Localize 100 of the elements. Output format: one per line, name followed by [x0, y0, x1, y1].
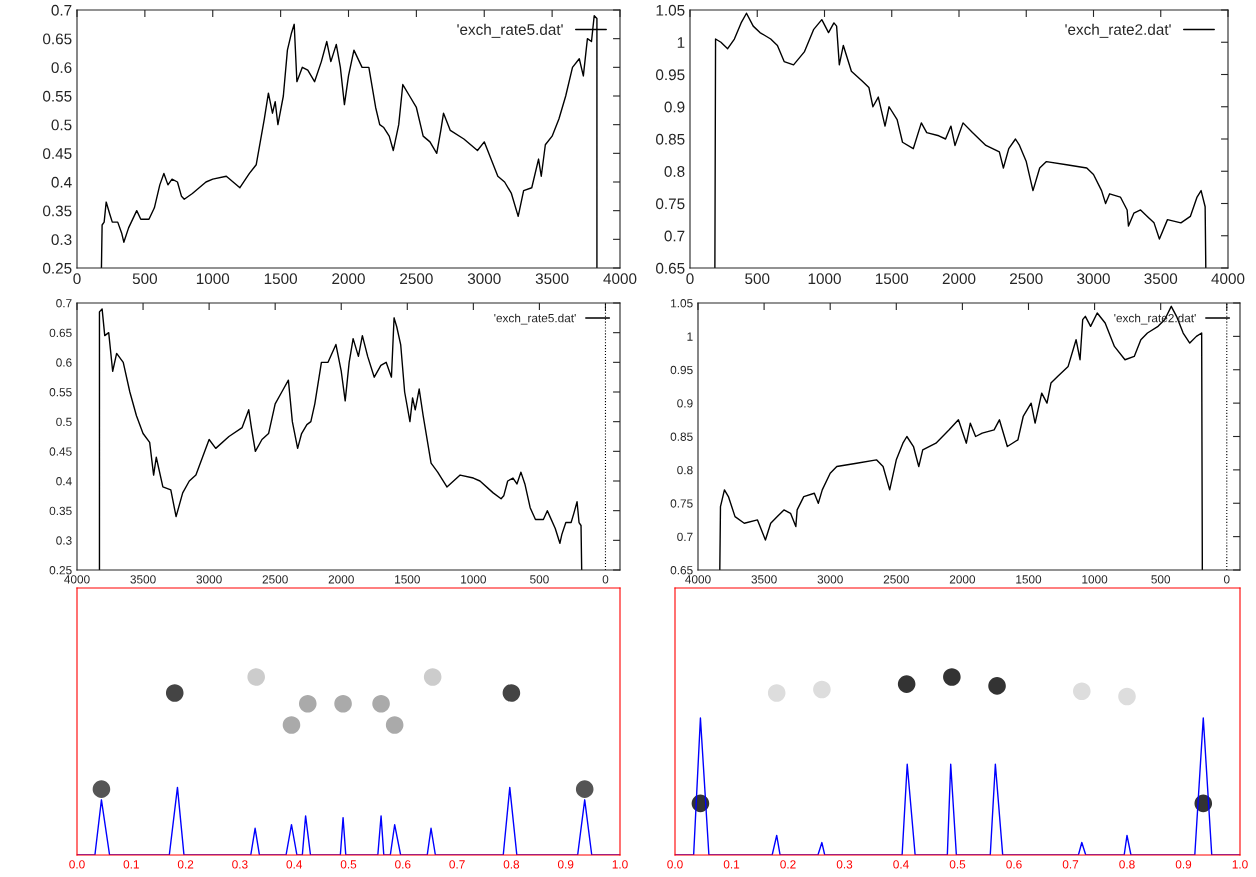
x-tick-label: 3000 — [467, 273, 501, 285]
x-tick-label: 500 — [1151, 575, 1171, 584]
y-tick-label: 0.95 — [670, 365, 693, 375]
y-tick-label: 0.75 — [670, 499, 693, 508]
x-tick-label: 0 — [1223, 575, 1230, 584]
x-tick-label: 0.3 — [232, 860, 248, 869]
x-tick-label: 1500 — [395, 575, 420, 584]
y-tick-label: 0.65 — [49, 328, 72, 338]
x-tick-label: 1000 — [1082, 575, 1108, 584]
x-tick-label: 1.0 — [612, 860, 628, 869]
x-tick-label: 0.8 — [1119, 860, 1135, 869]
y-tick-label: 0.4 — [56, 477, 72, 486]
y-tick-label: 0.7 — [664, 230, 685, 242]
x-tick-label: 0.5 — [949, 860, 966, 869]
point — [813, 680, 831, 699]
legend-label: 'exch_rate2.dat' — [1065, 23, 1171, 38]
x-tick-label: 3000 — [196, 575, 222, 584]
x-tick-label: 500 — [745, 273, 770, 285]
x-tick-label: 2000 — [942, 273, 976, 285]
y-tick-label: 0.3 — [51, 234, 72, 246]
x-tick-label: 3500 — [535, 273, 569, 285]
point — [165, 684, 184, 702]
x-tick-label: 0.4 — [893, 860, 909, 869]
y-tick-label: 0.65 — [43, 33, 72, 45]
x-tick-label: 2500 — [883, 575, 909, 584]
y-tick-label: 0.3 — [56, 536, 72, 545]
point — [92, 780, 111, 798]
y-tick-label: 0.8 — [664, 166, 685, 177]
x-tick-label: 3500 — [751, 575, 777, 584]
x-tick-label: 3500 — [1144, 273, 1178, 285]
y-tick-label: 0.55 — [43, 90, 72, 102]
point — [334, 694, 352, 713]
y-tick-label: 0.4 — [51, 176, 72, 188]
point — [247, 668, 265, 686]
point — [423, 668, 442, 686]
x-tick-label: 2500 — [400, 273, 433, 285]
y-tick-label: 0.85 — [656, 133, 685, 145]
y-tick-label: 0.25 — [43, 262, 72, 274]
point — [1073, 682, 1091, 701]
y-tick-label: 0.6 — [56, 358, 72, 367]
x-tick-label: 1000 — [461, 575, 487, 584]
x-tick-label: 3000 — [817, 575, 843, 584]
x-tick-label: 500 — [132, 273, 158, 285]
y-tick-label: 0.85 — [670, 432, 693, 441]
x-tick-label: 0.2 — [177, 860, 194, 869]
x-tick-label: 4000 — [603, 273, 637, 285]
x-tick-label: 3000 — [1077, 273, 1110, 285]
x-tick-label: 0.7 — [449, 860, 465, 869]
x-tick-label: 1.0 — [1232, 860, 1248, 869]
y-tick-label: 0.65 — [670, 566, 693, 575]
x-tick-label: 0 — [686, 273, 694, 285]
x-tick-label: 0.4 — [286, 860, 303, 869]
x-tick-label: 0.9 — [1175, 860, 1192, 869]
y-tick-label: 0.6 — [51, 62, 72, 74]
y-tick-label: 0.35 — [49, 506, 72, 516]
point — [502, 684, 521, 702]
line-series — [714, 12, 1207, 268]
y-tick-label: 1.05 — [671, 299, 693, 308]
x-tick-label: 0.9 — [557, 860, 574, 869]
point — [897, 675, 916, 693]
x-tick-label: 0.0 — [69, 860, 85, 869]
x-tick-label: 4000 — [1211, 273, 1245, 285]
point — [298, 694, 317, 713]
y-tick-label: 0.7 — [677, 532, 693, 542]
y-tick-label: 0.7 — [56, 299, 72, 308]
point — [575, 780, 594, 798]
x-tick-label: 0.7 — [1062, 860, 1079, 869]
x-tick-label: 0.2 — [780, 860, 796, 869]
x-tick-label: 4000 — [685, 575, 711, 584]
x-tick-label: 2500 — [262, 575, 288, 584]
point — [988, 677, 1006, 695]
x-tick-label: 0.1 — [723, 860, 740, 869]
y-tick-label: 0.75 — [656, 198, 685, 210]
point — [372, 694, 390, 713]
y-tick-label: 0.45 — [49, 447, 72, 456]
x-tick-label: 500 — [530, 575, 549, 584]
x-tick-label: 1000 — [196, 273, 230, 285]
legend-label: 'exch_rate5.dat' — [457, 23, 563, 38]
x-tick-label: 4000 — [64, 575, 90, 584]
y-tick-label: 1 — [687, 332, 693, 341]
point — [385, 716, 404, 734]
x-tick-label: 0.3 — [836, 860, 853, 869]
y-tick-label: 0.35 — [43, 205, 72, 217]
x-tick-label: 1000 — [808, 273, 841, 285]
x-tick-label: 1500 — [875, 273, 909, 285]
x-tick-label: 0.6 — [395, 860, 411, 869]
y-tick-label: 0.9 — [677, 399, 693, 408]
point — [282, 716, 301, 734]
point — [943, 668, 961, 686]
x-tick-label: 0 — [602, 575, 609, 584]
x-tick-label: 2500 — [1010, 273, 1043, 285]
legend-label: 'exch_rate5.dat' — [494, 313, 576, 325]
x-tick-label: 0 — [73, 273, 81, 285]
y-tick-label: 0.45 — [43, 148, 72, 160]
x-tick-label: 0.1 — [123, 860, 139, 869]
x-tick-label: 2000 — [328, 575, 354, 584]
x-tick-label: 0.6 — [1006, 860, 1022, 869]
y-tick-label: 0.25 — [49, 566, 72, 575]
y-tick-label: 0.5 — [51, 119, 72, 131]
y-tick-label: 0.65 — [656, 262, 685, 274]
